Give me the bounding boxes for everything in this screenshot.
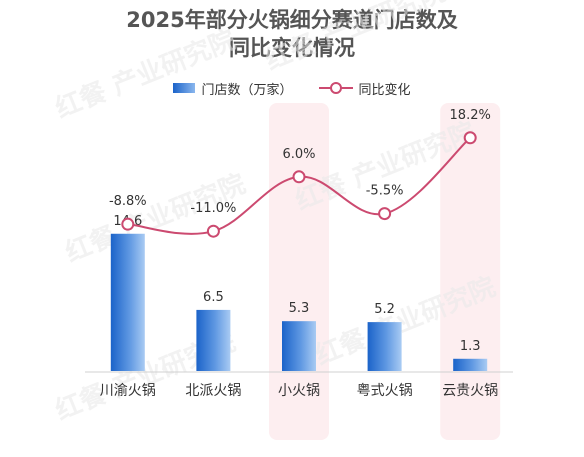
chart-title-line-2: 同比变化情况 xyxy=(229,36,355,60)
yoy-value-label: 18.2% xyxy=(450,108,491,123)
bar-value-label: 5.2 xyxy=(374,302,395,317)
watermark-text: 红餐 产业研究院 xyxy=(61,168,250,268)
legend-bar-swatch xyxy=(173,83,196,93)
bar-value-label: 5.3 xyxy=(289,301,310,316)
bar-value-label: 1.3 xyxy=(460,339,481,354)
chart-title: 2025年部分火锅细分赛道门店数及 同比变化情况 xyxy=(0,6,584,62)
yoy-value-label: -11.0% xyxy=(190,201,236,216)
highlight-band-4 xyxy=(440,103,501,440)
watermark-text: 红餐 产业研究院 xyxy=(51,24,240,124)
bar-4 xyxy=(453,358,488,371)
watermark-text: 红餐 产业研究院 xyxy=(261,0,450,76)
chart-legend: 门店数（万家） 同比变化 xyxy=(0,78,584,98)
bar-3 xyxy=(367,322,402,371)
yoy-point-1 xyxy=(206,224,220,238)
category-label: 云贵火锅 xyxy=(442,383,498,399)
yoy-value-labels: -8.8% -11.0% 6.0% -5.5% 18.2% xyxy=(109,108,491,216)
bars xyxy=(110,233,488,371)
yoy-point-0 xyxy=(121,217,135,231)
legend-item-stores: 门店数（万家） xyxy=(173,79,293,98)
yoy-value-label: -8.8% xyxy=(109,194,147,209)
legend-line-swatch xyxy=(318,82,353,94)
legend-label-yoy: 同比变化 xyxy=(358,82,411,98)
yoy-line-layer xyxy=(121,131,477,238)
category-labels: 川渝火锅 北派火锅 小火锅 粤式火锅 云贵火锅 xyxy=(100,383,498,399)
chart-title-line-1: 2025年部分火锅细分赛道门店数及 xyxy=(126,8,458,32)
category-label: 小火锅 xyxy=(278,383,320,399)
yoy-point-4 xyxy=(463,131,477,145)
bar-2 xyxy=(282,321,316,371)
yoy-value-label: 6.0% xyxy=(282,147,315,162)
bar-0 xyxy=(110,233,145,371)
yoy-value-label: -5.5% xyxy=(366,184,404,199)
yoy-point-3 xyxy=(378,207,392,221)
category-label: 粤式火锅 xyxy=(357,383,413,399)
legend-label-stores: 门店数（万家） xyxy=(201,82,293,98)
bar-value-label: 6.5 xyxy=(203,290,224,305)
yoy-point-2 xyxy=(292,170,306,184)
category-label: 北派火锅 xyxy=(185,383,241,399)
bar-1 xyxy=(196,309,231,371)
category-label: 川渝火锅 xyxy=(100,383,156,399)
legend-item-yoy: 同比变化 xyxy=(318,79,411,98)
